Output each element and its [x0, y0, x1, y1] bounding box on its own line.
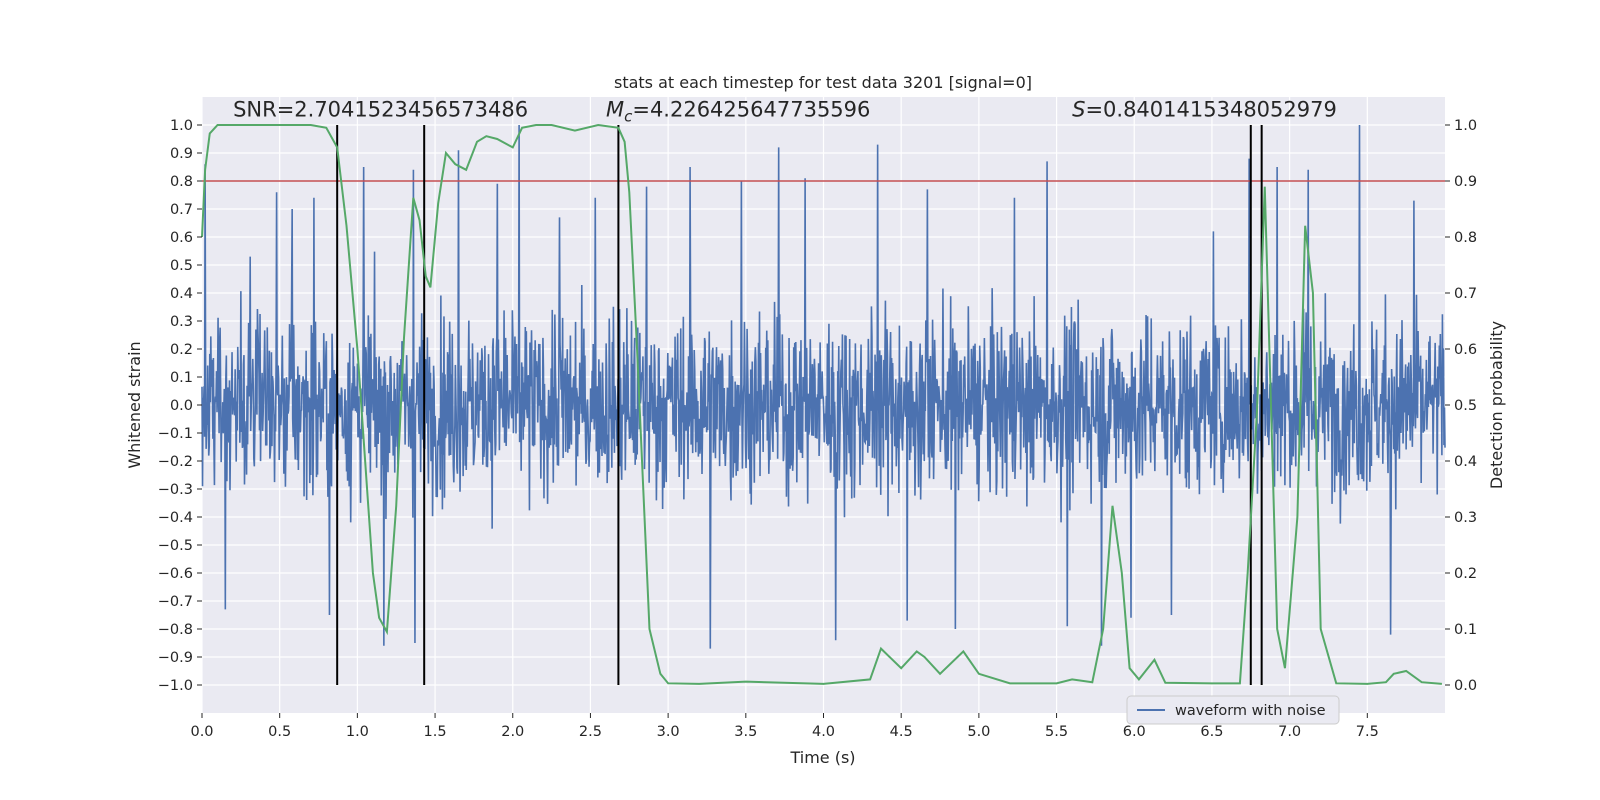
marker-vlines [336, 125, 1263, 685]
y-tick-label: 0.2 [170, 342, 193, 358]
y-tick-label: −0.6 [158, 566, 193, 582]
y2-tick-label: 0.6 [1454, 342, 1477, 358]
probability-series [201, 123, 1442, 685]
chirp-mass-subscript: c [624, 108, 633, 126]
x-tick-label: 0.0 [190, 724, 213, 740]
chart-title: stats at each timestep for test data 320… [614, 73, 1032, 92]
x-tick-label: 0.5 [268, 724, 291, 740]
y2-tick-label: 0.1 [1454, 622, 1477, 638]
y2-tick-label: 0.7 [1454, 286, 1477, 302]
y-tick-label: −0.7 [158, 594, 193, 610]
y-tick-label: 0.6 [170, 230, 193, 246]
x-tick-label: 2.0 [501, 724, 524, 740]
x-tick-label: 1.5 [424, 724, 447, 740]
x-tick-label: 5.0 [967, 724, 990, 740]
y-tick-label: −0.1 [158, 426, 193, 442]
x-tick-label: 3.0 [657, 724, 680, 740]
x-tick-label: 5.5 [1045, 724, 1068, 740]
x-tick-label: 7.0 [1278, 724, 1301, 740]
y2-axis-label: Detection probability [1487, 321, 1506, 489]
x-tick-label: 4.0 [812, 724, 835, 740]
y2-tick-label: 0.3 [1454, 510, 1477, 526]
legend: waveform with noise [1126, 695, 1340, 725]
y2-tick-label: 0.5 [1454, 398, 1477, 414]
x-tick-label: 4.5 [890, 724, 913, 740]
y-tick-label: 0.9 [170, 146, 193, 162]
y-tick-label: 0.4 [170, 286, 193, 302]
y2-tick-label: 0.2 [1454, 566, 1477, 582]
chirp-mass-value: =4.226425647735596 [632, 98, 870, 122]
y-tick-label: 0.3 [170, 314, 193, 330]
y2-tick-label: 0.0 [1454, 678, 1477, 694]
y-tick-label: −0.8 [158, 622, 193, 638]
y2-tick-label: 1.0 [1454, 118, 1477, 134]
x-tick-label: 6.5 [1200, 724, 1223, 740]
y-tick-label: 0.1 [170, 370, 193, 386]
y-tick-label: −0.4 [158, 510, 193, 526]
y-tick-label: −0.3 [158, 482, 193, 498]
x-tick-label: 2.5 [579, 724, 602, 740]
y2-tick-label: 0.4 [1454, 454, 1477, 470]
legend-label: waveform with noise [1175, 703, 1326, 719]
s-annotation: S=0.8401415348052979 [1072, 98, 1337, 122]
s-value: =0.8401415348052979 [1085, 98, 1336, 122]
x-tick-label: 6.0 [1123, 724, 1146, 740]
right-axis-ticks: 0.0 0.1 0.2 0.3 0.4 0.5 0.6 0.7 0.8 0.9 1.0 [1445, 118, 1477, 694]
y-axis-label: Whitened strain [125, 341, 144, 468]
y-tick-label: 0.0 [170, 398, 193, 414]
y-tick-label: 0.5 [170, 258, 193, 274]
y-tick-label: −0.9 [158, 650, 193, 666]
waveform-series [201, 124, 1446, 649]
x-tick-label: 3.5 [734, 724, 757, 740]
left-axis-ticks: −1.0 −0.9 −0.8 −0.7 −0.6 −0.5 −0.4 −0.3 −0.2 −0.1… [158, 118, 202, 694]
chirp-mass-symbol: M [606, 98, 624, 122]
y-tick-label: −1.0 [158, 678, 193, 694]
s-symbol: S [1072, 98, 1085, 122]
y-tick-label: −0.5 [158, 538, 193, 554]
y2-tick-label: 0.9 [1454, 174, 1477, 190]
legend-box [1126, 695, 1340, 725]
x-axis-label: Time (s) [789, 748, 855, 767]
chirp-mass-annotation: Mc=4.226425647735596 [606, 98, 870, 126]
x-tick-label: 7.5 [1356, 724, 1379, 740]
y-tick-label: 1.0 [170, 118, 193, 134]
waveform-line [201, 124, 1446, 649]
snr-annotation: SNR=2.7041523456573486 [233, 98, 528, 122]
probability-line [201, 123, 1442, 685]
x-tick-label: 1.0 [346, 724, 369, 740]
y-tick-label: −0.2 [158, 454, 193, 470]
x-axis-ticks: 0.0 0.5 1.0 1.5 2.0 2.5 3.0 3.5 4.0 4.5 5.0 5.5 6.0 6… [190, 713, 1379, 740]
y-tick-label: 0.7 [170, 202, 193, 218]
y-tick-label: 0.8 [170, 174, 193, 190]
y2-tick-label: 0.8 [1454, 230, 1477, 246]
